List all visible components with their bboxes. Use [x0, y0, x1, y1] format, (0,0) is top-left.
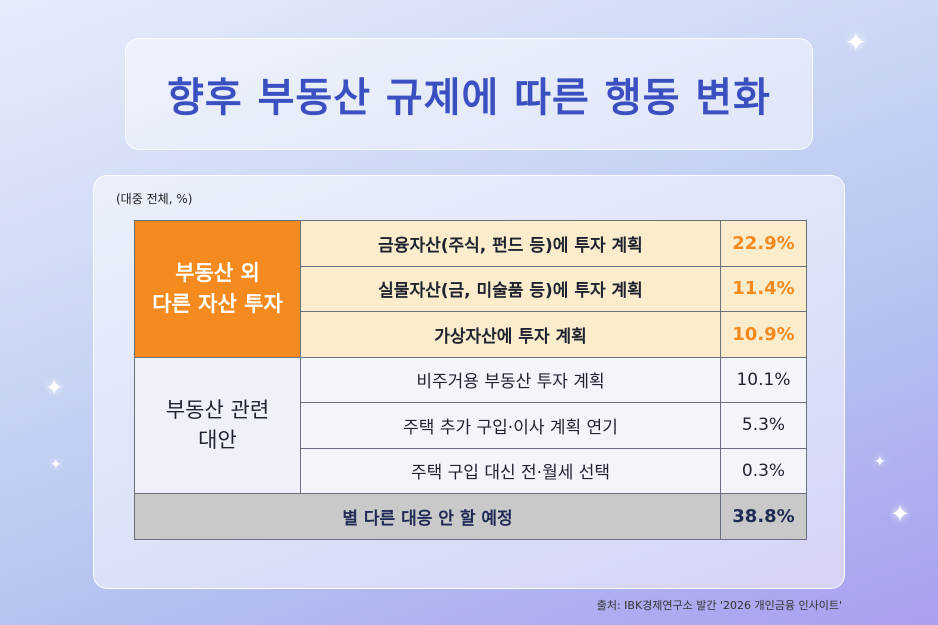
value-cell: 10.9% [720, 311, 807, 358]
value-cell: 5.3% [720, 402, 807, 449]
item-cell: 주택 구입 대신 전·월세 선택 [300, 447, 721, 494]
item-cell: 금융자산(주식, 펀드 등)에 투자 계획 [300, 220, 721, 267]
sparkle-icon: ✦ [50, 457, 62, 473]
item-cell: 주택 추가 구입·이사 계획 연기 [300, 402, 721, 449]
value-cell: 11.4% [720, 265, 807, 312]
value-cell: 0.3% [720, 447, 807, 494]
unit-note: (대중 전체, %) [116, 192, 193, 206]
table-row-total: 별 다른 대응 안 할 예정 38.8% [134, 493, 807, 540]
item-cell: 실물자산(금, 미술품 등)에 투자 계획 [300, 265, 721, 312]
category-label-line: 부동산 외 [175, 261, 260, 286]
table-row: 주택 추가 구입·이사 계획 연기 5.3% [135, 402, 807, 449]
sparkle-icon: ✦ [45, 376, 64, 401]
table-panel: (대중 전체, %) 부동산 외 다른 자산 투자 금융자산(주식, 펀드 등)… [93, 175, 845, 589]
data-table: 부동산 외 다른 자산 투자 금융자산(주식, 펀드 등)에 투자 계획 22.… [134, 220, 807, 540]
sparkle-icon: ✦ [845, 28, 867, 58]
category-label-line: 대안 [198, 428, 237, 453]
sparkle-icon: ✦ [874, 454, 886, 470]
category-cell-other-assets: 부동산 외 다른 자산 투자 [134, 220, 301, 358]
value-cell: 10.1% [720, 356, 807, 403]
source-note: 출처: IBK경제연구소 발간 '2026 개인금융 인사이트' [596, 599, 842, 612]
category-label-line: 다른 자산 투자 [152, 291, 283, 316]
category-label-line: 부동산 관련 [165, 397, 270, 422]
total-value-cell: 38.8% [720, 493, 807, 540]
item-cell: 가상자산에 투자 계획 [300, 311, 721, 358]
sparkle-icon: ✦ [890, 500, 911, 528]
value-cell: 22.9% [720, 220, 807, 267]
item-cell: 비주거용 부동산 투자 계획 [300, 356, 721, 403]
title-box: 향후 부동산 규제에 따른 행동 변화 [125, 38, 813, 150]
table-row: 부동산 외 다른 자산 투자 금융자산(주식, 펀드 등)에 투자 계획 22.… [134, 220, 807, 358]
table-row: 부동산 관련 대안 비주거용 부동산 투자 계획 10.1% [134, 356, 807, 494]
category-cell-real-estate: 부동산 관련 대안 [134, 356, 301, 494]
page-title: 향후 부동산 규제에 따른 행동 변화 [167, 75, 771, 121]
table-row: 주택 구입 대신 전·월세 선택 0.3% [135, 447, 807, 494]
total-item-cell: 별 다른 대응 안 할 예정 [134, 493, 721, 540]
table-row: 실물자산(금, 미술품 등)에 투자 계획 11.4% [135, 265, 807, 312]
